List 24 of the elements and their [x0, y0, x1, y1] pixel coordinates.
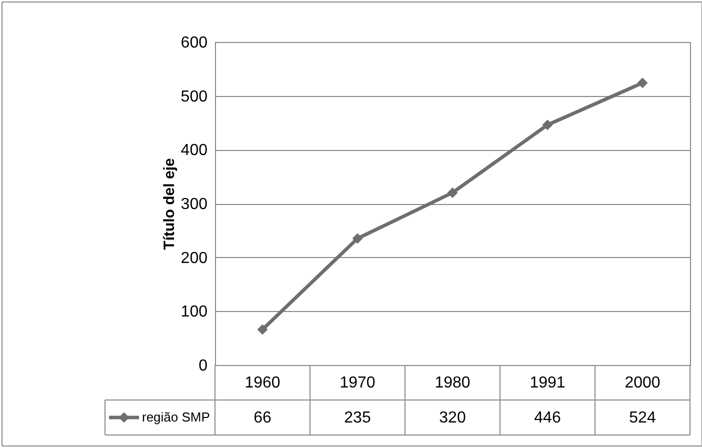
y-tick-label: 500 [180, 88, 208, 106]
point [542, 120, 553, 130]
x-tick-label: 1980 [434, 374, 470, 392]
data-label: 446 [534, 410, 561, 426]
data-label: 235 [344, 410, 371, 426]
data-label: 66 [254, 410, 272, 426]
y-tick-label: 0 [198, 358, 208, 374]
data-label: 524 [629, 410, 656, 426]
y-tick-label: 200 [180, 250, 208, 267]
point [352, 233, 363, 244]
x-tick-label: 1970 [340, 374, 376, 392]
point [447, 187, 458, 198]
y-tick-label: 400 [180, 142, 208, 160]
point [637, 78, 648, 88]
legend-label: região SMP [142, 410, 210, 424]
point [257, 324, 268, 335]
y-tick-label: 600 [180, 34, 208, 52]
y-tick-label: 300 [180, 196, 208, 213]
x-tick-label: 1960 [244, 374, 280, 392]
x-tick-label: 2000 [624, 374, 660, 392]
y-tick-label: 100 [180, 304, 208, 321]
y-axis-title: Título del eje [160, 158, 178, 250]
data-label: 320 [439, 410, 466, 426]
x-tick-label: 1991 [530, 374, 566, 392]
